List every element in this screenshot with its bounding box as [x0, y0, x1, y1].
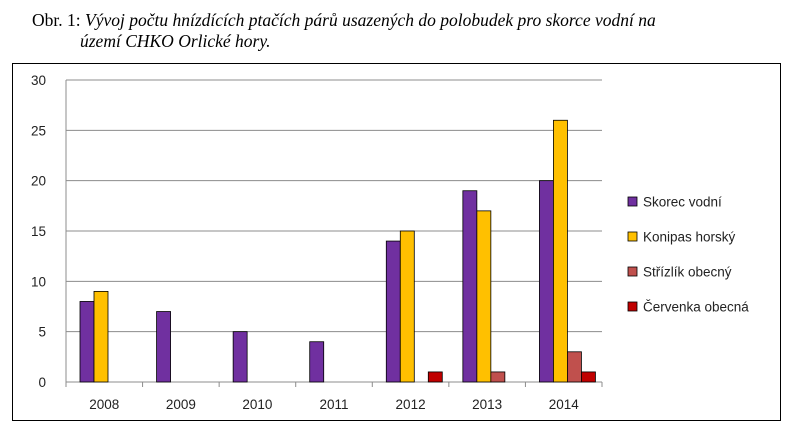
bar-1-2009	[156, 311, 171, 383]
bar-1-2013	[462, 190, 478, 383]
bar-3-2014	[567, 351, 582, 383]
bar-4-2014	[581, 371, 596, 383]
y-tick-label-30: 30	[31, 73, 46, 88]
bar-3-2013	[490, 371, 506, 383]
bar-2-2013	[476, 210, 492, 383]
caption-line-1: Vývoj počtu hnízdících ptačích párů usaz…	[85, 10, 656, 30]
figure-caption: Obr. 1: Vývoj počtu hnízdících ptačích p…	[32, 10, 792, 52]
bar-1-2014	[539, 180, 554, 383]
legend-swatch-2	[627, 231, 638, 242]
bar-2-2012	[399, 230, 415, 383]
bar-2-2008	[93, 290, 109, 383]
bar-1-2008	[79, 301, 95, 383]
bar-1-2010	[232, 331, 248, 383]
bar-1-2011	[309, 341, 325, 383]
legend-label-1: Skorec vodní	[643, 195, 722, 210]
bar-2-2014	[553, 119, 568, 383]
legend-label-4: Červenka obecná	[643, 300, 749, 315]
x-tick-label-2010: 2010	[242, 397, 272, 412]
caption-prefix: Obr. 1:	[32, 10, 85, 30]
chart-frame	[12, 63, 781, 421]
legend-swatch-4	[627, 301, 638, 312]
x-tick-label-2011: 2011	[319, 397, 348, 412]
y-tick-label-25: 25	[31, 123, 46, 138]
legend-label-3: Střízlík obecný	[643, 265, 732, 280]
bar-1-2012	[385, 240, 401, 383]
y-tick-label-20: 20	[31, 174, 46, 189]
y-tick-label-5: 5	[38, 325, 46, 340]
bar-4-2012	[427, 371, 443, 383]
y-tick-label-15: 15	[31, 224, 46, 239]
legend-label-2: Konipas horský	[643, 230, 736, 245]
x-tick-label-2013: 2013	[472, 397, 502, 412]
x-tick-label-2014: 2014	[549, 397, 580, 412]
x-tick-label-2012: 2012	[396, 397, 426, 412]
legend-swatch-1	[627, 196, 638, 207]
x-tick-label-2008: 2008	[89, 397, 119, 412]
x-tick-label-2009: 2009	[166, 397, 196, 412]
caption-line-2: území CHKO Orlické hory.	[80, 31, 271, 51]
y-tick-label-0: 0	[38, 375, 46, 390]
y-tick-label-10: 10	[31, 274, 46, 289]
legend-swatch-3	[627, 266, 638, 277]
